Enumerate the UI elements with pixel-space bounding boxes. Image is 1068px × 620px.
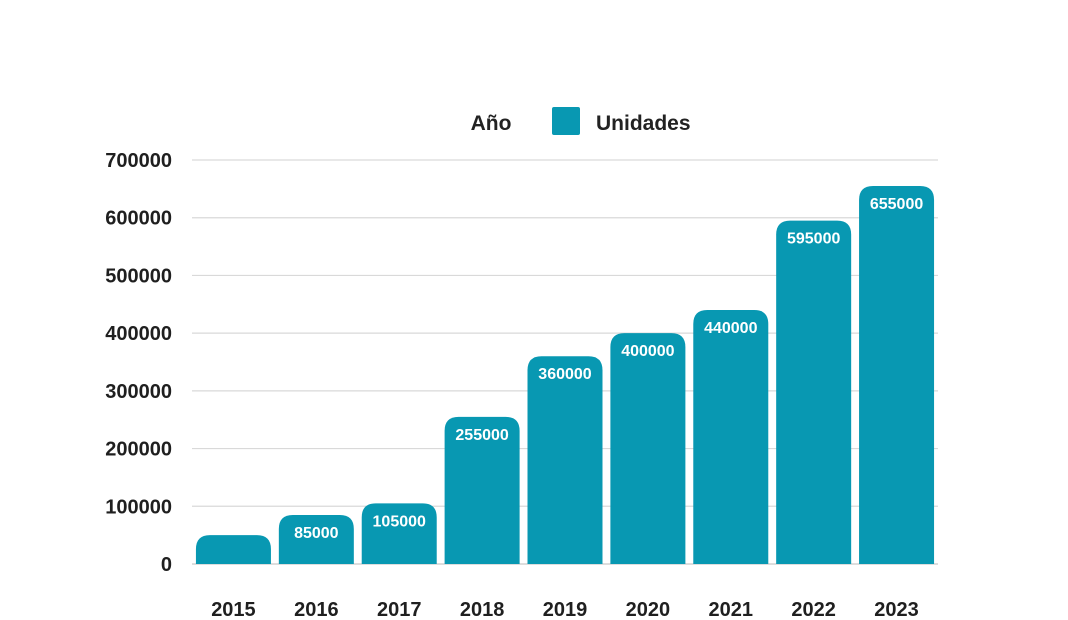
legend-prefix-label: Año	[471, 112, 512, 135]
x-tick-label: 2021	[709, 599, 754, 620]
data-labels: 85000 105000 255000 360000 400000 440000 59500…	[294, 196, 923, 542]
data-label-2018: 255000	[455, 427, 508, 444]
x-tick-label: 2016	[294, 599, 339, 620]
x-axis: 2015 2016 2017 2018 2019 2020 2021 2022 2023	[211, 599, 919, 620]
bar-2016	[278, 514, 354, 564]
x-tick-label: 2017	[377, 599, 422, 620]
y-tick-label: 300000	[105, 381, 172, 403]
y-tick-label: 100000	[105, 496, 172, 518]
x-tick-label: 2015	[211, 599, 256, 620]
y-tick-label: 500000	[105, 265, 172, 287]
data-label-2021: 440000	[704, 320, 757, 337]
y-tick-label: 700000	[105, 150, 172, 172]
x-tick-label: 2018	[460, 599, 505, 620]
bar-2020	[610, 333, 686, 564]
y-tick-label: 600000	[105, 208, 172, 230]
y-tick-label: 0	[161, 554, 172, 576]
x-tick-label: 2019	[543, 599, 588, 620]
y-tick-label: 400000	[105, 323, 172, 345]
data-label-2023: 655000	[870, 196, 923, 213]
x-tick-label: 2020	[626, 599, 671, 620]
bar-2018	[444, 416, 520, 564]
legend: Año Unidades	[471, 107, 691, 135]
bar-2023	[859, 185, 935, 564]
bar-2017	[361, 503, 437, 564]
y-axis: 0 100000 200000 300000 400000 500000 600000 700…	[105, 150, 172, 576]
y-tick-label: 200000	[105, 439, 172, 461]
legend-series-label: Unidades	[596, 112, 691, 135]
bar-2021	[693, 310, 769, 564]
bar-2022	[776, 220, 852, 564]
bar-2015	[195, 535, 271, 564]
data-label-2022: 595000	[787, 231, 840, 248]
data-label-2019: 360000	[538, 366, 591, 383]
legend-swatch	[552, 107, 580, 135]
bar-2019	[527, 356, 603, 564]
bars	[195, 185, 935, 564]
data-label-2020: 400000	[621, 343, 674, 360]
x-tick-label: 2023	[874, 599, 919, 620]
data-label-2017: 105000	[373, 513, 426, 530]
x-tick-label: 2022	[791, 599, 836, 620]
data-label-2016: 85000	[294, 525, 339, 542]
